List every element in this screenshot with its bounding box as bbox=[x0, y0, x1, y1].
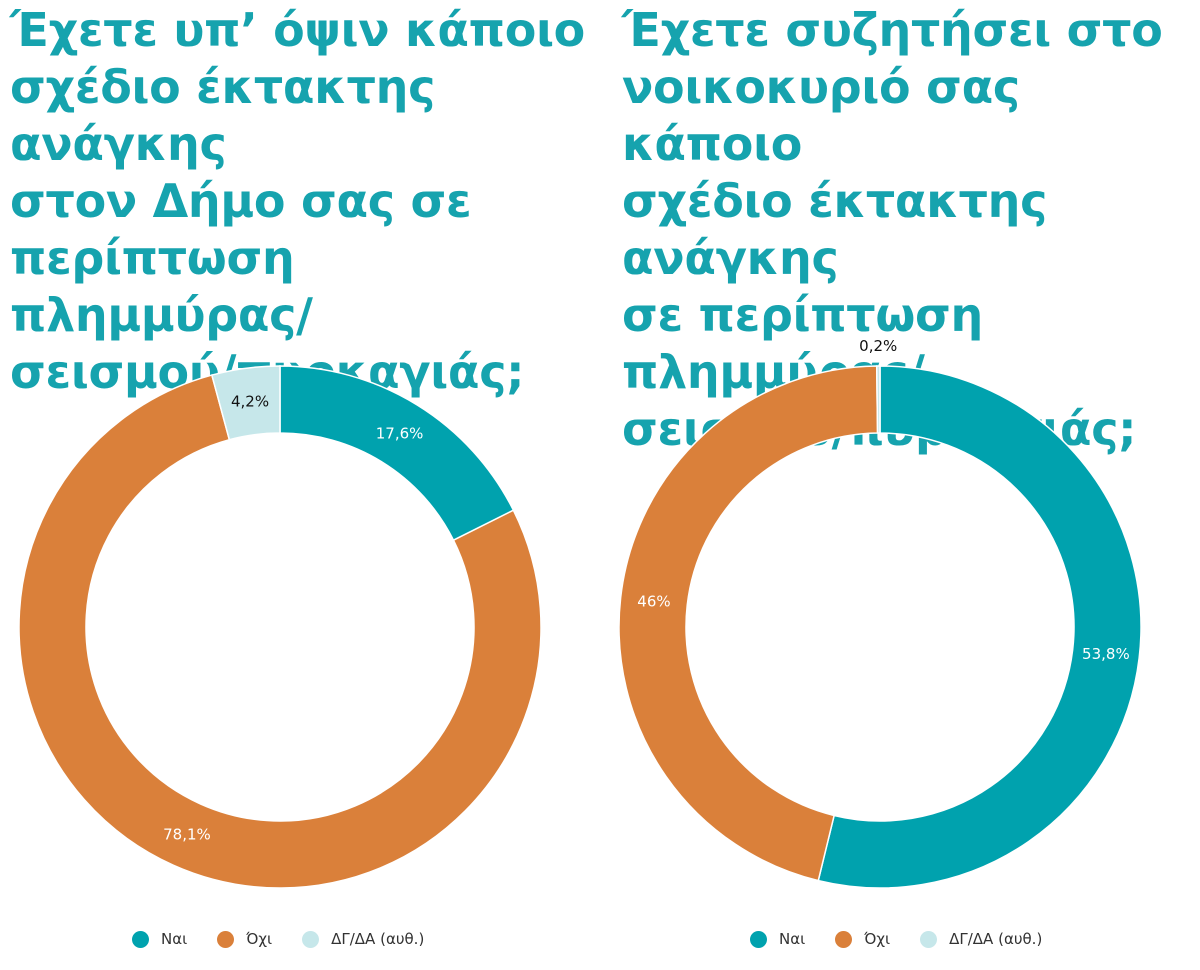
legend-item-yes: Ναι bbox=[750, 930, 805, 948]
legend-swatch-yes bbox=[132, 930, 149, 948]
legend-swatch-dont-know bbox=[302, 930, 320, 948]
legend-label-yes: Ναι bbox=[779, 930, 806, 948]
legend-label-dont-know: ΔΓ/ΔΑ (αυθ.) bbox=[331, 930, 425, 948]
legend-swatch-no bbox=[217, 930, 235, 948]
slice-dont-know bbox=[875, 365, 881, 434]
slice-label-dont-know: 4,2% bbox=[231, 392, 269, 410]
chart-panel-right: Έχετε συζητήσει στο νοικοκυριό σας κάποι… bbox=[600, 0, 1200, 970]
legend-item-no: Όχι bbox=[835, 930, 890, 948]
donut-chart: 17,6% 78,1% 4,2% bbox=[18, 365, 542, 889]
slice-dont-know bbox=[210, 365, 281, 441]
slice-no bbox=[18, 374, 542, 889]
slice-label-no: 78,1% bbox=[163, 826, 211, 844]
legend-label-dont-know: ΔΓ/ΔΑ (αυθ.) bbox=[949, 930, 1043, 948]
slice-label-yes: 53,8% bbox=[1082, 645, 1130, 663]
legend-label-yes: Ναι bbox=[161, 930, 188, 948]
legend-item-no: Όχι bbox=[217, 930, 272, 948]
legend-item-dont-know: ΔΓ/ΔΑ (αυθ.) bbox=[302, 930, 424, 948]
slice-no bbox=[618, 365, 879, 882]
legend-swatch-yes bbox=[750, 930, 767, 948]
legend-label-no: Όχι bbox=[864, 930, 891, 948]
legend-item-yes: Ναι bbox=[132, 930, 187, 948]
legend-item-dont-know: ΔΓ/ΔΑ (αυθ.) bbox=[920, 930, 1042, 948]
legend: Ναι Όχι ΔΓ/ΔΑ (αυθ.) bbox=[750, 930, 1042, 948]
chart-panel-left: Έχετε υπ’ όψιν κάποιο σχέδιο έκτακτης αν… bbox=[10, 3, 585, 948]
donut-chart: 53,8% 46% 0,2% bbox=[618, 337, 1142, 889]
legend-swatch-no bbox=[835, 930, 853, 948]
slice-yes bbox=[817, 365, 1142, 889]
legend-swatch-dont-know bbox=[920, 930, 938, 948]
legend-label-no: Όχι bbox=[246, 930, 273, 948]
slice-label-no: 46% bbox=[637, 592, 670, 610]
slice-label-yes: 17,6% bbox=[376, 424, 424, 442]
slice-yes bbox=[279, 365, 515, 542]
slice-label-dont-know: 0,2% bbox=[859, 337, 897, 355]
legend: Ναι Όχι ΔΓ/ΔΑ (αυθ.) bbox=[132, 930, 424, 948]
